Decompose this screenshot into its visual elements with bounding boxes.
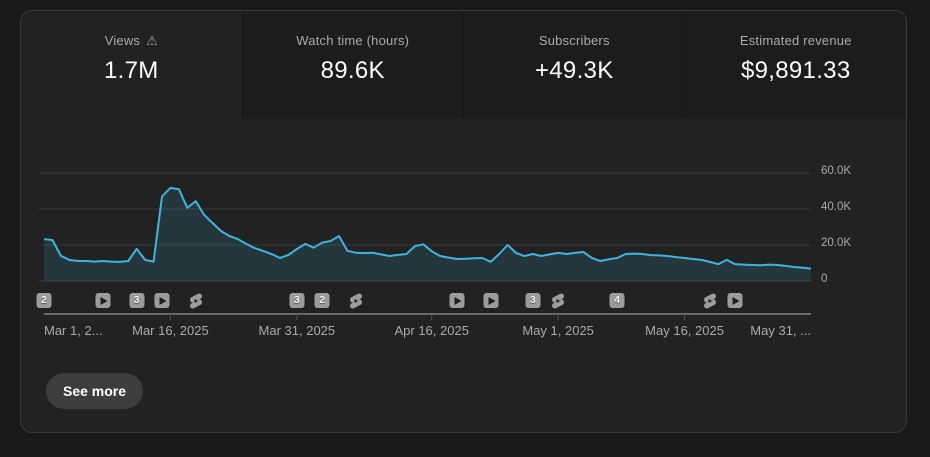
- x-axis-label: May 31, ...: [750, 323, 811, 338]
- tab-views-value: 1.7M: [103, 57, 159, 84]
- shorts-icon: [703, 293, 716, 309]
- tab-views[interactable]: Views ⚠ 1.7M: [21, 11, 242, 119]
- play-icon: [159, 296, 167, 305]
- tab-watch-time[interactable]: Watch time (hours) 89.6K: [241, 11, 463, 119]
- tab-estimated-revenue[interactable]: Estimated revenue $9,891.33: [684, 11, 906, 119]
- upload-count-badge[interactable]: 2: [36, 293, 52, 308]
- short-published-marker[interactable]: [347, 292, 365, 310]
- video-published-marker[interactable]: [95, 293, 111, 308]
- tab-subscribers-value: +49.3K: [534, 57, 614, 84]
- y-axis-label: 40.0K: [821, 201, 852, 213]
- shorts-icon: [552, 293, 565, 309]
- short-published-marker[interactable]: [187, 292, 205, 310]
- see-more-button[interactable]: See more: [46, 373, 144, 409]
- tab-subscribers-label: Subscribers: [538, 33, 610, 48]
- tab-watch-time-value: 89.6K: [320, 57, 385, 84]
- play-icon: [454, 296, 462, 305]
- metric-tabs: Views ⚠ 1.7M Watch time (hours) 89.6K Su…: [21, 11, 906, 119]
- video-published-marker[interactable]: [449, 293, 465, 308]
- x-axis-label: May 16, 2025: [645, 323, 724, 338]
- shorts-icon: [189, 293, 202, 309]
- play-icon: [488, 296, 496, 305]
- play-icon: [100, 296, 108, 305]
- chart-canvas[interactable]: [21, 151, 907, 323]
- tab-estimated-revenue-value: $9,891.33: [741, 57, 851, 84]
- short-published-marker[interactable]: [549, 292, 567, 310]
- upload-count-badge[interactable]: 3: [289, 293, 305, 308]
- y-axis-label: 0: [821, 273, 828, 285]
- video-published-marker[interactable]: [727, 293, 743, 308]
- x-axis-label: Apr 16, 2025: [394, 323, 469, 338]
- upload-count-badge[interactable]: 2: [314, 293, 330, 308]
- shorts-icon: [349, 293, 362, 309]
- x-axis-label: Mar 16, 2025: [132, 323, 209, 338]
- short-published-marker[interactable]: [701, 292, 719, 310]
- analytics-overview-card: Views ⚠ 1.7M Watch time (hours) 89.6K Su…: [20, 10, 907, 433]
- y-axis-label: 60.0K: [821, 165, 852, 177]
- tab-watch-time-label: Watch time (hours): [296, 33, 410, 48]
- upload-count-badge[interactable]: 4: [609, 293, 625, 308]
- tab-views-label: Views: [104, 33, 141, 48]
- x-axis-label: Mar 1, 2...: [44, 323, 103, 338]
- video-published-marker[interactable]: [154, 293, 170, 308]
- tab-subscribers[interactable]: Subscribers +49.3K: [463, 11, 685, 119]
- y-axis-label: 20.0K: [821, 237, 852, 249]
- play-icon: [732, 296, 740, 305]
- views-series-line: [43, 186, 812, 270]
- tab-estimated-revenue-label: Estimated revenue: [739, 33, 852, 48]
- views-series-area: [44, 187, 811, 281]
- upload-count-badge[interactable]: 3: [129, 293, 145, 308]
- video-published-marker[interactable]: [483, 293, 499, 308]
- upload-count-badge[interactable]: 3: [525, 293, 541, 308]
- x-axis-label: Mar 31, 2025: [258, 323, 336, 338]
- x-axis-label: May 1, 2025: [522, 323, 594, 338]
- warning-icon[interactable]: ⚠: [146, 33, 158, 48]
